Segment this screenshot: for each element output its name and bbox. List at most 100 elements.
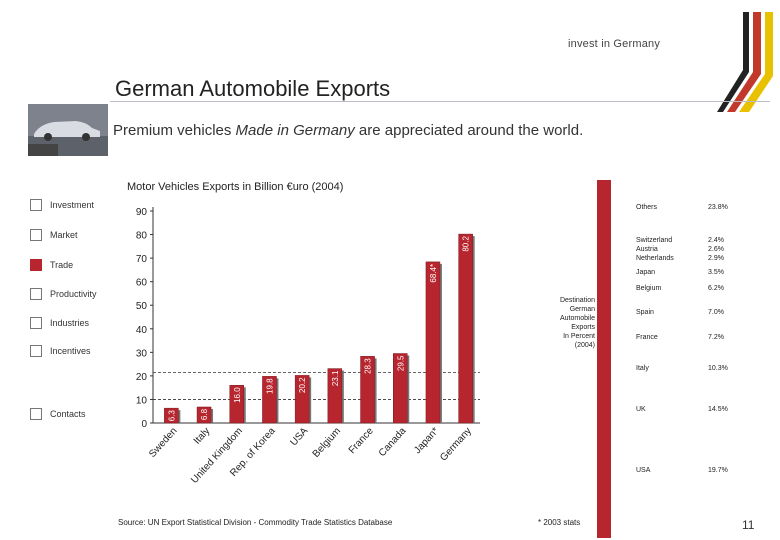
y-tick-label: 80	[136, 231, 148, 242]
flag-stripe-gold	[739, 12, 773, 112]
bar	[229, 385, 244, 424]
bar	[294, 375, 310, 424]
share-value: 14.5%	[708, 406, 728, 413]
germany-flag-logo	[717, 12, 773, 112]
bar	[393, 353, 408, 424]
x-tick-label: France	[347, 425, 376, 456]
bar-value-label: 29.5	[396, 355, 405, 371]
x-tick-label: Sweden	[147, 426, 179, 460]
title-divider	[110, 101, 770, 102]
share-value: 10.3%	[708, 365, 728, 372]
y-tick-label: 20	[136, 372, 148, 383]
share-value: 3.5%	[708, 269, 724, 276]
caption-line: Exports	[571, 324, 595, 331]
bar	[327, 368, 343, 424]
bar-chart: 0 10 20 30 40 50 60 70 80 90 6.3 Sweden 6.8 Italy 16.0…	[136, 207, 480, 486]
bar	[425, 261, 441, 424]
share-value: 2.9%	[708, 255, 724, 262]
subtitle: Premium vehicles Made in Germany are app…	[113, 122, 583, 139]
nav-label: Productivity	[50, 289, 97, 299]
nav-checkbox	[30, 288, 42, 300]
page-title: German Automobile Exports	[115, 76, 391, 101]
bar-value-label: 19.8	[265, 378, 274, 394]
nav-checkbox	[30, 229, 42, 241]
bar	[458, 233, 473, 424]
share-legend-caption: Destination German Automobile Exports In…	[522, 296, 595, 350]
nav-checkbox	[30, 408, 42, 420]
caption-line: Automobile	[559, 315, 595, 322]
share-value: 7.2%	[708, 334, 724, 341]
nav-item-market[interactable]: Market	[30, 229, 78, 241]
nav-label: Industries	[50, 318, 90, 328]
share-label: USA	[636, 467, 651, 474]
nav-label: Trade	[50, 260, 74, 270]
y-tick-label: 70	[136, 254, 148, 265]
source-note: Source: UN Export Statistical Division -…	[118, 518, 393, 527]
logo-text: invest in Germany	[568, 38, 661, 50]
caption-line: In Percent	[563, 333, 595, 340]
bar	[262, 376, 277, 424]
subtitle-suffix: are appreciated around the world.	[354, 122, 584, 139]
flag-stripe-black	[717, 12, 749, 112]
share-label: Japan	[636, 269, 656, 276]
nav-item-industries[interactable]: Industries	[30, 317, 89, 329]
x-tick-label: USA	[288, 425, 310, 448]
page-number: 11	[742, 518, 755, 532]
share-legend-bar	[597, 180, 611, 538]
bar-value-label: 6.8	[200, 408, 209, 420]
x-tick-label: Italy	[192, 426, 212, 447]
x-tick-label: Germany	[438, 426, 474, 464]
bar-value-label: 23.1	[331, 370, 340, 386]
nav-label: Contacts	[50, 409, 86, 419]
y-tick-label: 10	[136, 395, 148, 406]
subtitle-emphasis: Made in Germany	[235, 122, 355, 139]
share-label: Spain	[636, 309, 654, 316]
nav-checkbox	[30, 317, 42, 329]
bar-value-label: 6.3	[167, 410, 176, 422]
x-tick-label: Belgium	[311, 426, 343, 460]
car-thumbnail-image	[28, 104, 108, 156]
share-value: 23.8%	[708, 204, 728, 211]
share-value: 2.4%	[708, 237, 724, 244]
share-label: Others	[636, 204, 658, 211]
share-label: Netherlands	[636, 255, 674, 262]
nav-label: Incentives	[50, 346, 91, 356]
share-value: 7.0%	[708, 309, 724, 316]
share-value: 19.7%	[708, 467, 728, 474]
x-tick-label: Japan*	[412, 426, 441, 457]
share-label: Switzerland	[636, 237, 673, 244]
nav-checkbox	[30, 199, 42, 211]
x-tick-label: Canada	[377, 425, 409, 459]
bar-value-label: 28.3	[364, 358, 373, 374]
share-value: 2.6%	[708, 246, 724, 253]
share-label: France	[636, 334, 658, 341]
nav-label: Market	[50, 230, 78, 240]
nav-item-investment[interactable]: Investment	[30, 199, 94, 211]
nav-item-contacts[interactable]: Contacts	[30, 408, 86, 420]
bar	[196, 406, 212, 424]
caption-line: Destination	[559, 297, 595, 304]
bar-value-label: 68.4*	[429, 264, 438, 283]
y-tick-label: 0	[141, 419, 147, 430]
y-tick-label: 60	[136, 278, 148, 289]
chart-title: Motor Vehicles Exports in Billion €uro (…	[127, 181, 344, 193]
y-tick-label: 30	[136, 348, 148, 359]
nav-checkbox	[30, 345, 42, 357]
y-tick-label: 40	[136, 325, 148, 336]
nav-checkbox-active	[30, 259, 42, 271]
nav-item-incentives[interactable]: Incentives	[30, 345, 91, 357]
bar	[360, 356, 375, 424]
y-tick-label: 90	[136, 207, 148, 218]
bar	[164, 407, 179, 424]
bar-value-label: 16.0	[233, 387, 242, 403]
flag-stripe-red	[727, 12, 761, 112]
nav-item-productivity[interactable]: Productivity	[30, 288, 97, 300]
nav-label: Investment	[50, 200, 95, 210]
bar-value-label: 80.2	[462, 236, 471, 252]
caption-line: German	[569, 306, 595, 313]
bar-value-label: 20.2	[298, 377, 307, 393]
y-tick-label: 50	[136, 301, 148, 312]
nav-item-trade[interactable]: Trade	[30, 259, 73, 271]
footnote: * 2003 stats	[538, 518, 581, 527]
share-label: Belgium	[636, 285, 662, 292]
